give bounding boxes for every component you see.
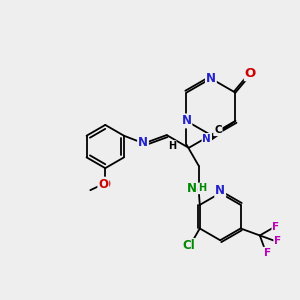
Text: H: H: [198, 183, 207, 194]
Text: O: O: [100, 178, 110, 191]
Text: N: N: [215, 184, 225, 197]
Text: O: O: [98, 178, 108, 191]
Text: N: N: [187, 182, 196, 195]
Text: C: C: [214, 125, 222, 135]
Text: O: O: [245, 67, 256, 80]
Text: F: F: [272, 222, 279, 232]
Text: F: F: [264, 248, 271, 258]
Text: N: N: [138, 136, 148, 149]
Text: F: F: [274, 236, 281, 246]
Text: N: N: [202, 134, 211, 144]
Text: H: H: [168, 141, 176, 151]
Text: N: N: [182, 114, 191, 128]
Text: N: N: [206, 72, 216, 85]
Text: Cl: Cl: [182, 239, 195, 252]
